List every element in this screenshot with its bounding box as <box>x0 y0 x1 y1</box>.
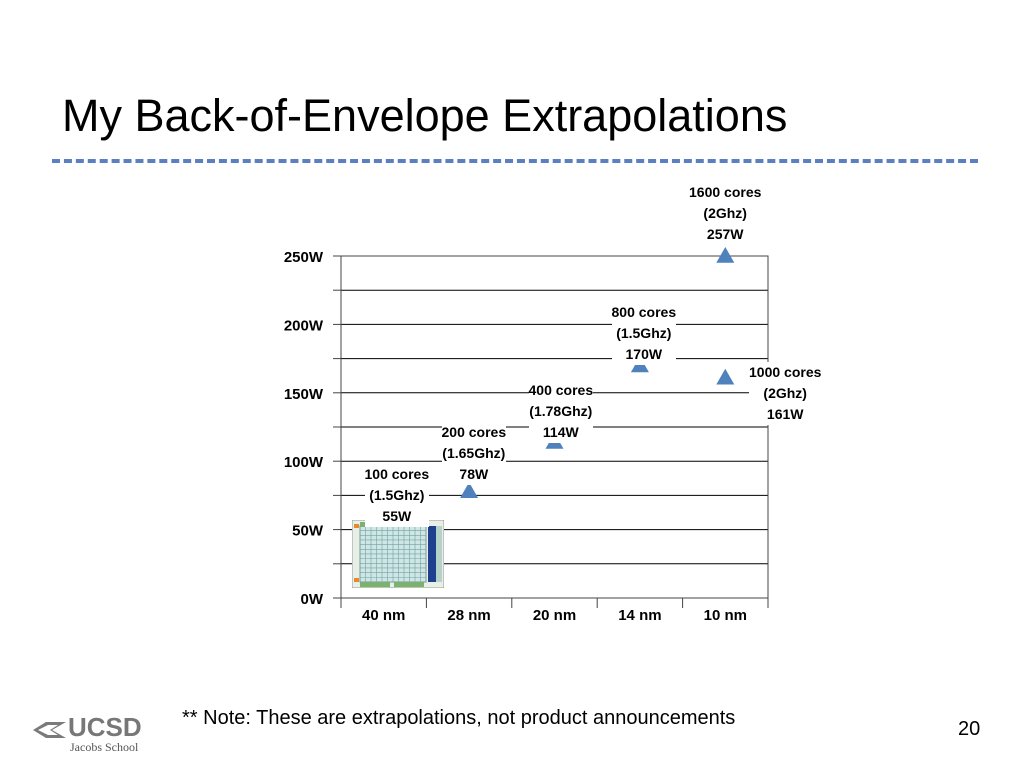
annotation-line: (1.65Ghz) <box>442 445 506 461</box>
slide-title: My Back-of-Envelope Extrapolations <box>62 90 788 141</box>
page-number: 20 <box>958 718 981 740</box>
annotation-line: 200 cores <box>441 424 507 440</box>
data-point-marker <box>716 247 735 263</box>
annotation-line: 1000 cores <box>749 364 822 380</box>
annotation-line: 1600 cores <box>689 184 762 200</box>
chip-die-image <box>352 520 444 588</box>
y-tick-label: 200W <box>284 317 324 334</box>
point-annotation: 1600 cores (2Ghz) 257W <box>689 182 762 245</box>
annotation-line: 100 cores <box>364 466 430 482</box>
data-point-marker <box>460 482 479 499</box>
annotation-line: (1.5Ghz) <box>616 325 672 341</box>
point-annotation: 1000 cores (2Ghz) 161W <box>749 362 822 425</box>
x-tick-label: 10 nm <box>704 607 747 624</box>
y-tick-label: 100W <box>284 454 324 471</box>
annotation-line: 800 cores <box>611 304 677 320</box>
x-tick-label: 20 nm <box>533 607 576 624</box>
logo-text: UCSD <box>68 712 142 742</box>
x-tick-label: 40 nm <box>362 607 405 624</box>
x-tick-label: 28 nm <box>447 607 490 624</box>
annotation-line: (1.78Ghz) <box>529 403 593 419</box>
annotation-line: (2Ghz) <box>763 385 807 401</box>
disclaimer-note: ** Note: These are extrapolations, not p… <box>182 707 736 729</box>
logo-subtitle: Jacobs School <box>70 740 139 754</box>
y-tick-label: 50W <box>292 523 324 540</box>
ucsd-logo-mark <box>33 722 66 738</box>
annotation-line: 170W <box>625 346 663 362</box>
y-tick-label: 250W <box>284 249 324 266</box>
point-annotation: 100 cores (1.5Ghz) 55W <box>364 464 430 527</box>
ucsd-logo: UCSD Jacobs School <box>32 712 152 756</box>
y-tick-label: 0W <box>301 591 324 608</box>
annotation-line: 400 cores <box>528 382 594 398</box>
x-tick-label: 14 nm <box>618 607 661 624</box>
data-point-marker <box>716 368 735 385</box>
annotation-line: 161W <box>766 406 804 422</box>
point-annotation: 200 cores (1.65Ghz) 78W <box>441 422 507 485</box>
y-tick-label: 150W <box>284 386 324 403</box>
annotation-line: (2Ghz) <box>703 205 747 221</box>
annotation-line: 257W <box>706 226 744 242</box>
point-annotation: 800 cores (1.5Ghz) 170W <box>611 302 677 365</box>
annotation-line: 114W <box>542 424 579 440</box>
point-annotation: 400 cores (1.78Ghz) 114W <box>528 380 594 443</box>
annotation-line: (1.5Ghz) <box>369 487 425 503</box>
annotation-line: 78W <box>459 466 489 482</box>
annotation-line: 55W <box>382 508 412 524</box>
title-underline <box>52 159 978 163</box>
